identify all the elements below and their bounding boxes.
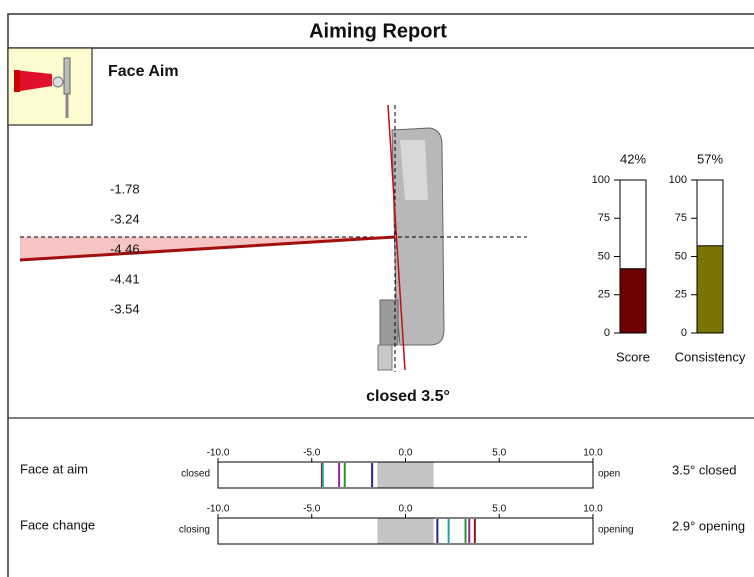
icon-source: [14, 70, 20, 92]
gauge-fill: [696, 245, 724, 334]
gauge-tick-label: 75: [598, 212, 610, 224]
gauge-percent: 42%: [620, 151, 646, 166]
row-result: 2.9° opening: [672, 518, 745, 533]
reading: -3.54: [110, 301, 140, 316]
gauge-tick-label: 100: [592, 174, 610, 186]
x-tick-label: 5.0: [492, 504, 506, 515]
gauge-tick-label: 0: [681, 327, 687, 339]
x-tick-label: -5.0: [303, 448, 321, 459]
x-tick-label: -10.0: [207, 448, 230, 459]
face-line: [387, 104, 406, 371]
gauge-percent: 57%: [697, 151, 723, 166]
reading: -1.78: [110, 181, 140, 196]
gauge-tick-label: 25: [675, 289, 687, 301]
section-title: Face Aim: [108, 63, 179, 80]
putter-view: [19, 104, 527, 372]
reading: -3.24: [110, 211, 140, 226]
gauge-tick-label: 50: [675, 250, 687, 262]
gauge-name: Consistency: [675, 349, 746, 364]
x-tick-label: 10.0: [583, 504, 603, 515]
putter-shaft: [377, 344, 393, 371]
gauge-tick-label: 50: [598, 250, 610, 262]
gauge-tick-label: 25: [598, 289, 610, 301]
gauge-tick-label: 75: [675, 212, 687, 224]
icon-putter: [63, 57, 71, 95]
aim-line: [19, 235, 396, 262]
gauge-tick-label: 0: [604, 327, 610, 339]
face-summary: closed 3.5°: [366, 388, 450, 405]
x-tick-label: 0.0: [399, 448, 413, 459]
neutral-band: [377, 518, 434, 544]
gauge-name: Score: [616, 349, 650, 364]
x-tick-label: 0.0: [399, 504, 413, 515]
x-tick-label: -10.0: [207, 504, 230, 515]
x-tick-label: 10.0: [583, 448, 603, 459]
reading: -4.41: [110, 271, 140, 286]
row-result: 3.5° closed: [672, 462, 736, 477]
gauge-fill: [619, 268, 647, 334]
putter-face: [400, 140, 428, 200]
row-right: open: [598, 469, 620, 480]
row-left: closed: [181, 469, 210, 480]
report-title: Aiming Report: [309, 20, 447, 42]
icon-ball: [52, 76, 64, 88]
row-label: Face change: [20, 517, 95, 532]
putter-hosel: [379, 299, 399, 346]
row-left: closing: [179, 525, 210, 536]
icon: [7, 47, 93, 126]
row-label: Face at aim: [20, 461, 88, 476]
x-tick-label: 5.0: [492, 448, 506, 459]
x-tick-label: -5.0: [303, 504, 321, 515]
row-right: opening: [598, 525, 634, 536]
neutral-band: [377, 462, 434, 488]
reading: -4.46: [110, 241, 140, 256]
icon-cone: [14, 70, 52, 92]
gauge-tick-label: 100: [669, 174, 687, 186]
